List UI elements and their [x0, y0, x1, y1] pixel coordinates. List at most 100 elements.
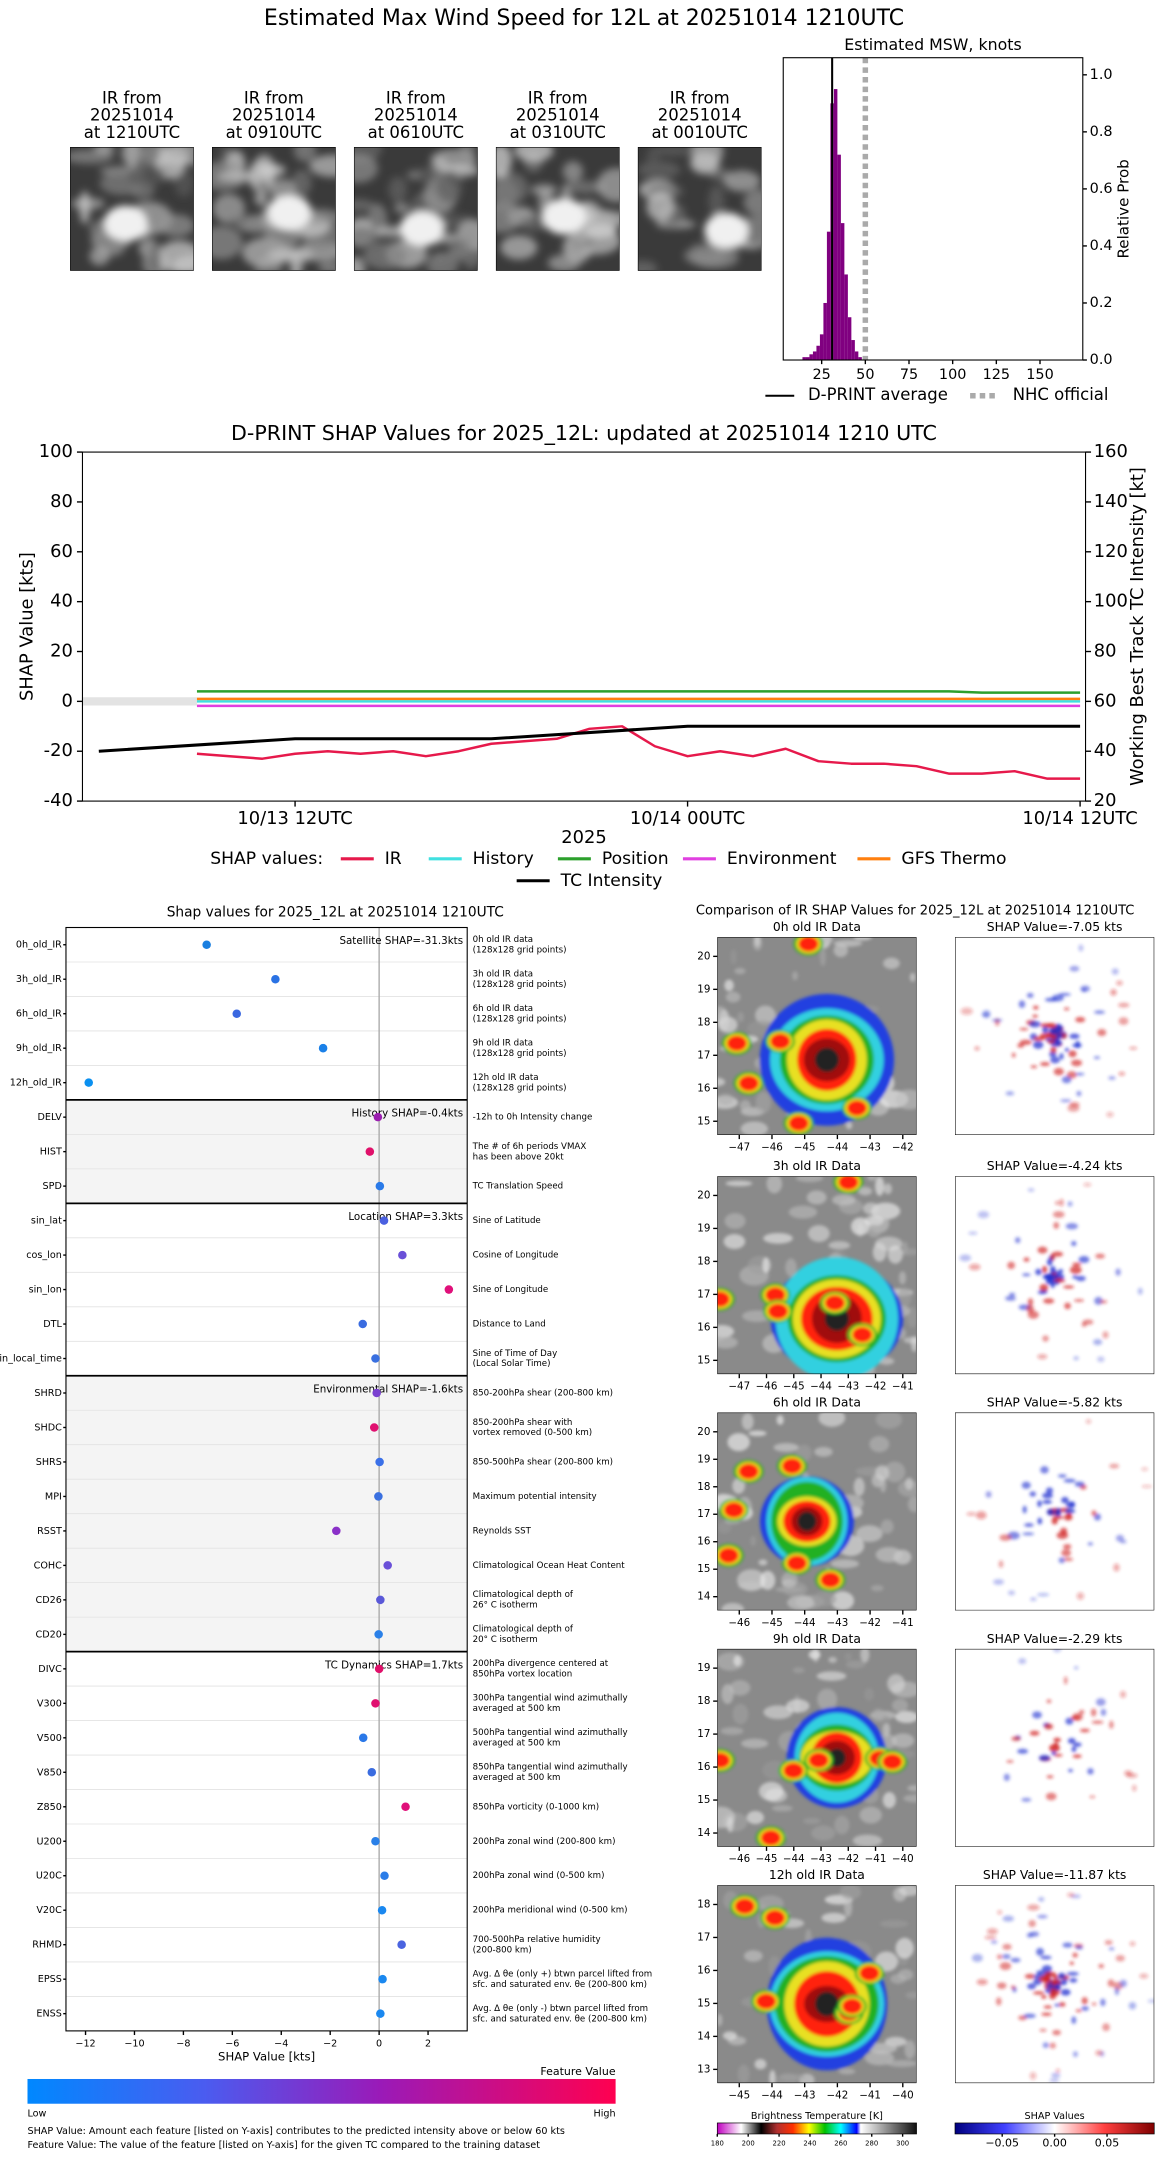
shap-blob — [1076, 1275, 1086, 1282]
cloud — [318, 262, 336, 271]
cloud — [846, 1660, 866, 1669]
panel-title: 12h old IR Data — [769, 1868, 865, 1882]
feature-description: 6h old IR data — [473, 1004, 533, 1014]
shap-blob — [1052, 1648, 1062, 1653]
shap-blob — [1079, 1709, 1085, 1715]
lon-label: −41 — [865, 1853, 887, 1865]
shap-blob — [1066, 1071, 1077, 1079]
cloud — [879, 1920, 909, 1928]
lat-label: 20 — [697, 1189, 710, 1201]
shap-blob — [1087, 1542, 1093, 1546]
convection — [765, 1910, 785, 1926]
cloud — [773, 1443, 799, 1452]
feature-label: sin_local_time — [0, 1354, 62, 1365]
shap-blob — [1041, 1965, 1052, 1973]
feature-label: CD26 — [36, 1595, 62, 1606]
shap-blob — [1043, 2005, 1052, 2009]
cloud — [786, 1699, 810, 1713]
x-tick-label: −8 — [176, 2038, 190, 2049]
shap-blob — [1017, 1748, 1029, 1754]
x-tick-label: −10 — [124, 2038, 144, 2049]
cloud — [867, 1224, 881, 1238]
shap-blob — [1026, 992, 1034, 998]
shap-blob — [1030, 1065, 1038, 1069]
x-tick-label: 150 — [1026, 367, 1054, 383]
cloud — [758, 1781, 784, 1801]
shap-blob — [1069, 1265, 1082, 1274]
shap-blob — [1061, 1496, 1069, 1504]
shap-blob — [1065, 1223, 1078, 1230]
group-band — [65, 1099, 468, 1204]
convection — [724, 1502, 744, 1518]
feature-description: 700-500hPa relative humidity — [473, 1935, 601, 1945]
clouds — [717, 1412, 917, 1611]
shap-dot — [372, 1388, 381, 1398]
shap-blob — [1066, 1892, 1075, 1898]
y2-tick-label: 80 — [1094, 641, 1117, 662]
shap-dot — [374, 1492, 383, 1501]
bar — [819, 334, 824, 361]
y-tick-label: 1.0 — [1090, 67, 1113, 83]
feature-label: DIVC — [38, 1664, 62, 1675]
cloud — [828, 1656, 837, 1663]
convection — [838, 1176, 859, 1190]
shap-blob — [1110, 989, 1117, 996]
shap-blob — [1087, 1768, 1094, 1775]
cloud — [727, 1433, 750, 1452]
cloud — [762, 1257, 770, 1273]
lat-label: 15 — [697, 1563, 710, 1575]
series-line — [98, 724, 1081, 753]
feature-description: (200-800 km) — [473, 1945, 532, 1955]
bar — [802, 357, 806, 361]
y-tick-label: 60 — [50, 541, 73, 562]
feature-label: cos_lon — [26, 1250, 62, 1261]
cloud — [723, 170, 761, 192]
feature-description: TC Translation Speed — [472, 1182, 563, 1192]
shap-blob — [1043, 1971, 1057, 1978]
convection — [726, 1035, 747, 1051]
shap-blob — [1038, 1896, 1045, 1902]
cloud — [814, 1446, 833, 1457]
ir-image — [717, 1412, 917, 1611]
lon-label: −43 — [827, 1617, 849, 1629]
cloud — [708, 185, 725, 217]
shap-blob — [1064, 1302, 1071, 1310]
feature-label: SHRD — [34, 1388, 61, 1399]
cloud — [89, 246, 110, 266]
ir-image — [637, 147, 762, 271]
panel-title: SHAP Value=-5.82 kts — [987, 1395, 1123, 1409]
shap-dot — [377, 1905, 387, 1915]
shap-blob — [968, 1263, 981, 1271]
feature-description: Sine of Time of Day — [473, 1349, 558, 1359]
lat-label: 16 — [697, 1536, 710, 1548]
shap-blob — [1042, 1265, 1048, 1274]
lon-label: −42 — [892, 1141, 914, 1153]
cloud — [844, 1897, 853, 1917]
cloud — [229, 216, 247, 227]
cloud — [495, 179, 519, 206]
shap-blob — [1060, 1989, 1071, 1996]
shap-dot — [84, 1078, 93, 1087]
cloud — [864, 1215, 884, 1226]
shap-blob — [1067, 1738, 1076, 1744]
shap-blob — [1042, 1335, 1049, 1342]
cloud — [754, 937, 761, 947]
shap-blob — [1046, 1022, 1057, 1029]
shap-blob — [1046, 1258, 1053, 1266]
lon-label: −46 — [728, 1617, 750, 1629]
shap-blob — [1100, 1708, 1107, 1716]
shap-dot — [332, 1526, 341, 1536]
feature-description: Reynolds SST — [473, 1526, 532, 1536]
shap-blob — [1094, 1296, 1103, 1305]
cloud — [148, 241, 162, 271]
lon-label: −46 — [756, 1380, 778, 1392]
shap-blob — [1048, 1980, 1061, 1984]
footnote: Feature Value: The value of the feature … — [27, 2140, 540, 2151]
shap-blob — [1095, 1253, 1105, 1259]
cloud — [737, 2064, 750, 2084]
shap-blob — [1091, 2002, 1097, 2006]
cloud — [883, 1461, 906, 1483]
shap-blob — [1090, 1708, 1097, 1717]
convection — [768, 1303, 788, 1319]
feature-description: Avg. Δ θe (only -) btwn parcel lifted fr… — [473, 2004, 648, 2014]
